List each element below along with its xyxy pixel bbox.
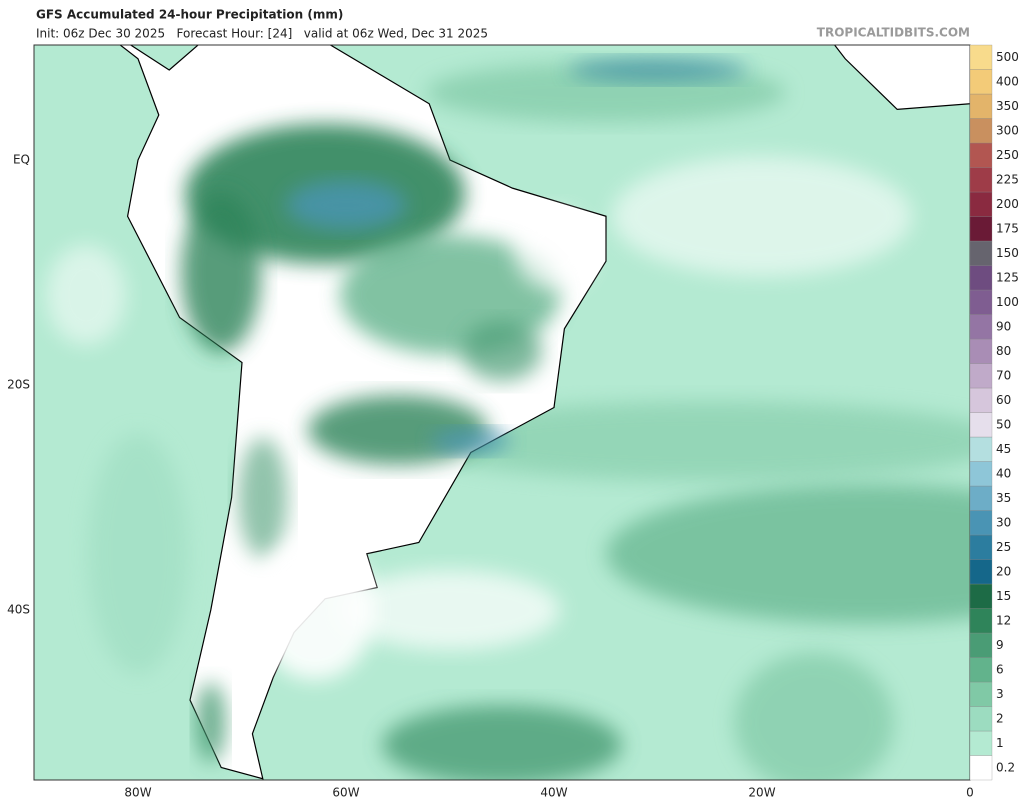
colorbar-label: 6 <box>996 662 1004 676</box>
precip-area <box>286 180 406 230</box>
title: GFS Accumulated 24-hour Precipitation (m… <box>36 8 343 22</box>
colorbar-label: 175 <box>996 221 1019 235</box>
precip-area <box>568 58 748 82</box>
colorbar-swatch <box>969 510 993 536</box>
subtitle: Init: 06z Dec 30 2025 Forecast Hour: [24… <box>36 27 488 41</box>
lon-label: 40W <box>540 786 567 800</box>
colorbar-swatch <box>969 583 993 609</box>
colorbar-swatch <box>969 461 993 487</box>
precip-area <box>606 483 970 624</box>
colorbar-swatch <box>969 632 993 658</box>
colorbar-swatch <box>969 485 993 511</box>
colorbar-label: 1 <box>996 736 1004 750</box>
colorbar-label: 70 <box>996 368 1011 382</box>
colorbar-label: 225 <box>996 172 1019 186</box>
colorbar-swatch <box>969 559 993 585</box>
colorbar-label: 30 <box>996 515 1011 529</box>
colorbar-label: 2 <box>996 711 1004 725</box>
site-credit: TROPICALTIDBITS.COM <box>817 26 970 40</box>
map <box>34 45 970 780</box>
colorbar-swatch <box>969 755 993 781</box>
colorbar-label: 350 <box>996 99 1019 113</box>
colorbar-swatch <box>969 265 993 291</box>
colorbar-label: 500 <box>996 50 1019 64</box>
precip-area <box>410 401 970 482</box>
lon-label: 20W <box>748 786 775 800</box>
colorbar-label: 100 <box>996 295 1019 309</box>
colorbar-swatch <box>969 436 993 462</box>
colorbar-label: 9 <box>996 638 1004 652</box>
precip-area <box>612 156 912 277</box>
precip-area <box>195 682 226 763</box>
colorbar-label: 200 <box>996 197 1019 211</box>
colorbar-swatch <box>969 289 993 315</box>
lon-label: 0 <box>966 786 974 800</box>
colorbar-swatch <box>969 338 993 364</box>
colorbar-swatch <box>969 706 993 732</box>
colorbar-label: 250 <box>996 148 1019 162</box>
land <box>833 45 970 110</box>
colorbar-swatch <box>969 118 993 144</box>
colorbar-label: 35 <box>996 491 1011 505</box>
lat-label: EQ <box>13 153 30 167</box>
colorbar-label: 60 <box>996 393 1011 407</box>
colorbar-swatch <box>969 142 993 168</box>
colorbar-swatch <box>969 657 993 683</box>
colorbar-swatch <box>969 216 993 242</box>
colorbar-label: 125 <box>996 270 1019 284</box>
precip-area <box>254 540 375 680</box>
colorbar-label: 0.2 <box>996 760 1015 774</box>
precip-area <box>46 245 126 345</box>
precip-area <box>734 652 894 780</box>
colorbar-swatch <box>969 387 993 413</box>
colorbar-label: 400 <box>996 74 1019 88</box>
lat-label: 40S <box>7 603 30 617</box>
colorbar-label: 90 <box>996 319 1011 333</box>
colorbar-swatch <box>969 191 993 217</box>
colorbar-swatch <box>969 730 993 756</box>
precip-area <box>430 429 511 454</box>
colorbar-label: 50 <box>996 417 1011 431</box>
colorbar-swatch <box>969 240 993 266</box>
colorbar-label: 40 <box>996 466 1011 480</box>
colorbar-label: 20 <box>996 564 1011 578</box>
colorbar-swatch <box>969 534 993 560</box>
colorbar: 0.21236912152025303540455060708090100125… <box>969 44 1019 781</box>
precip-area <box>382 705 622 780</box>
colorbar-label: 25 <box>996 540 1011 554</box>
colorbar-swatch <box>969 608 993 634</box>
lon-label: 60W <box>332 786 359 800</box>
colorbar-label: 12 <box>996 613 1011 627</box>
precip-area <box>88 433 188 674</box>
colorbar-label: 3 <box>996 687 1004 701</box>
colorbar-swatch <box>969 314 993 340</box>
colorbar-label: 15 <box>996 589 1011 603</box>
colorbar-swatch <box>969 363 993 389</box>
colorbar-swatch <box>969 412 993 438</box>
colorbar-label: 80 <box>996 344 1011 358</box>
lat-label: 20S <box>7 378 30 392</box>
colorbar-swatch <box>969 681 993 707</box>
precip-area <box>462 321 542 382</box>
colorbar-swatch <box>969 167 993 193</box>
precip-area <box>514 210 594 290</box>
precip-area <box>237 437 288 558</box>
lon-label: 80W <box>124 786 151 800</box>
colorbar-label: 150 <box>996 246 1019 260</box>
colorbar-swatch <box>969 44 993 70</box>
colorbar-swatch <box>969 93 993 119</box>
precip-area <box>340 570 560 650</box>
colorbar-swatch <box>969 69 993 95</box>
colorbar-label: 300 <box>996 123 1019 137</box>
precip-area <box>181 192 262 353</box>
colorbar-label: 45 <box>996 442 1011 456</box>
